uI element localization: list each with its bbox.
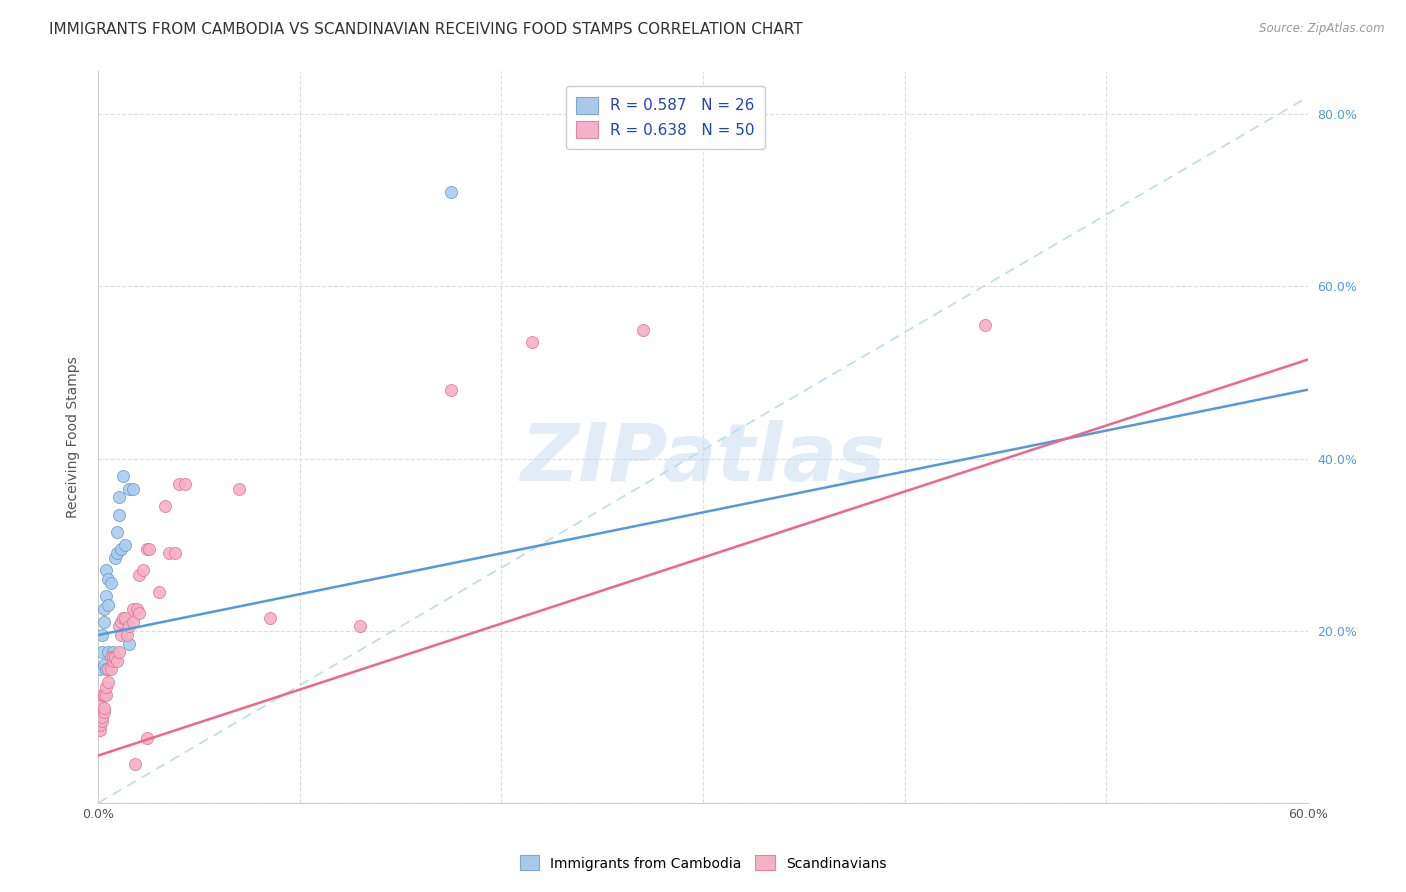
Point <box>118 619 141 633</box>
Point <box>148 585 170 599</box>
Point <box>96 680 118 694</box>
Point <box>228 482 250 496</box>
Point <box>135 731 157 746</box>
Point <box>91 710 114 724</box>
Point <box>93 615 115 629</box>
Point <box>93 658 115 673</box>
Point <box>520 335 543 350</box>
Point <box>107 645 129 659</box>
Point <box>125 602 148 616</box>
Point <box>96 589 118 603</box>
Point <box>114 538 136 552</box>
Text: Source: ZipAtlas.com: Source: ZipAtlas.com <box>1260 22 1385 36</box>
Text: IMMIGRANTS FROM CAMBODIA VS SCANDINAVIAN RECEIVING FOOD STAMPS CORRELATION CHART: IMMIGRANTS FROM CAMBODIA VS SCANDINAVIAN… <box>49 22 803 37</box>
Point <box>107 508 129 522</box>
Point <box>91 645 114 659</box>
Point <box>97 675 120 690</box>
Point <box>135 541 157 556</box>
Point <box>100 649 122 664</box>
Point <box>100 662 122 676</box>
Point <box>89 723 111 737</box>
Point <box>107 491 129 505</box>
Point <box>96 564 118 578</box>
Point <box>440 383 463 397</box>
Point <box>89 718 111 732</box>
Point <box>103 550 125 565</box>
Point <box>97 572 120 586</box>
Point <box>974 318 997 333</box>
Point <box>96 688 118 702</box>
Point <box>97 645 120 659</box>
Point <box>167 477 190 491</box>
Point <box>103 649 125 664</box>
Legend: Immigrants from Cambodia, Scandinavians: Immigrants from Cambodia, Scandinavians <box>515 850 891 876</box>
Point <box>111 468 134 483</box>
Point <box>163 546 186 560</box>
Point <box>93 701 115 715</box>
Point <box>89 697 111 711</box>
Y-axis label: Receiving Food Stamps: Receiving Food Stamps <box>66 356 80 518</box>
Point <box>107 619 129 633</box>
Point <box>440 185 463 199</box>
Point <box>110 628 132 642</box>
Point <box>121 615 143 629</box>
Point <box>259 611 281 625</box>
Point <box>114 611 136 625</box>
Point <box>105 524 128 539</box>
Point <box>105 654 128 668</box>
Point <box>631 322 654 336</box>
Point <box>93 706 115 720</box>
Point <box>153 499 176 513</box>
Point <box>89 662 111 676</box>
Point <box>100 576 122 591</box>
Point <box>91 688 114 702</box>
Point <box>110 615 132 629</box>
Point <box>101 645 124 659</box>
Text: ZIPatlas: ZIPatlas <box>520 420 886 498</box>
Point <box>93 602 115 616</box>
Point <box>101 649 124 664</box>
Point <box>110 541 132 556</box>
Point <box>121 602 143 616</box>
Point <box>91 628 114 642</box>
Point <box>118 482 141 496</box>
Point <box>157 546 180 560</box>
Point <box>97 662 120 676</box>
Point <box>105 546 128 560</box>
Legend: R = 0.587   N = 26, R = 0.638   N = 50: R = 0.587 N = 26, R = 0.638 N = 50 <box>565 87 765 149</box>
Point <box>118 637 141 651</box>
Point <box>97 598 120 612</box>
Point <box>93 688 115 702</box>
Point <box>128 607 150 621</box>
Point <box>111 611 134 625</box>
Point <box>124 757 146 772</box>
Point <box>91 714 114 728</box>
Point <box>115 628 138 642</box>
Point <box>138 541 160 556</box>
Point <box>121 482 143 496</box>
Point <box>101 654 124 668</box>
Point <box>349 619 371 633</box>
Point <box>132 564 155 578</box>
Point <box>128 567 150 582</box>
Point <box>174 477 197 491</box>
Point <box>96 662 118 676</box>
